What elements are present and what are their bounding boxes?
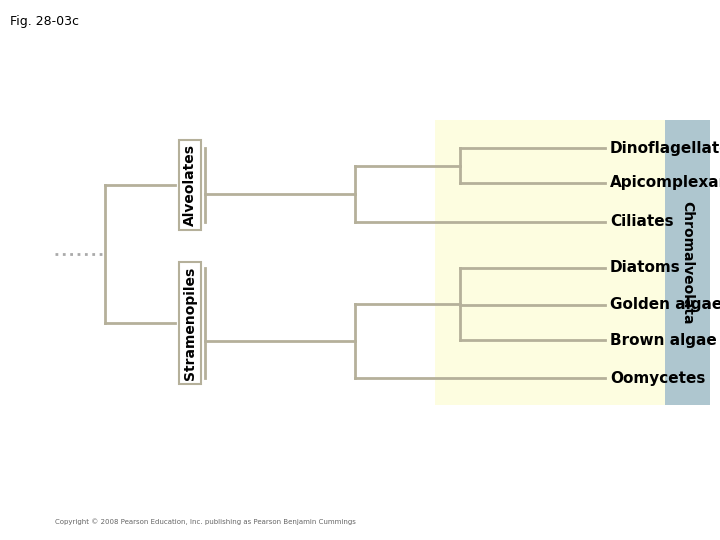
Text: Dinoflagellates: Dinoflagellates [610, 140, 720, 156]
Text: Ciliates: Ciliates [610, 214, 674, 230]
Text: Oomycetes: Oomycetes [610, 370, 706, 386]
Text: Alveolates: Alveolates [183, 144, 197, 226]
Bar [665, 120, 710, 405]
Text: Chromalveolata: Chromalveolata [680, 201, 695, 324]
Bar [435, 120, 665, 405]
Text: Copyright © 2008 Pearson Education, Inc. publishing as Pearson Benjamin Cummings: Copyright © 2008 Pearson Education, Inc.… [55, 518, 356, 525]
Text: Diatoms: Diatoms [610, 260, 680, 275]
Text: Brown algae: Brown algae [610, 333, 716, 348]
Text: Golden algae: Golden algae [610, 298, 720, 313]
Text: Fig. 28-03c: Fig. 28-03c [10, 15, 79, 28]
Text: Stramenopiles: Stramenopiles [183, 266, 197, 380]
Text: Apicomplexans: Apicomplexans [610, 176, 720, 191]
